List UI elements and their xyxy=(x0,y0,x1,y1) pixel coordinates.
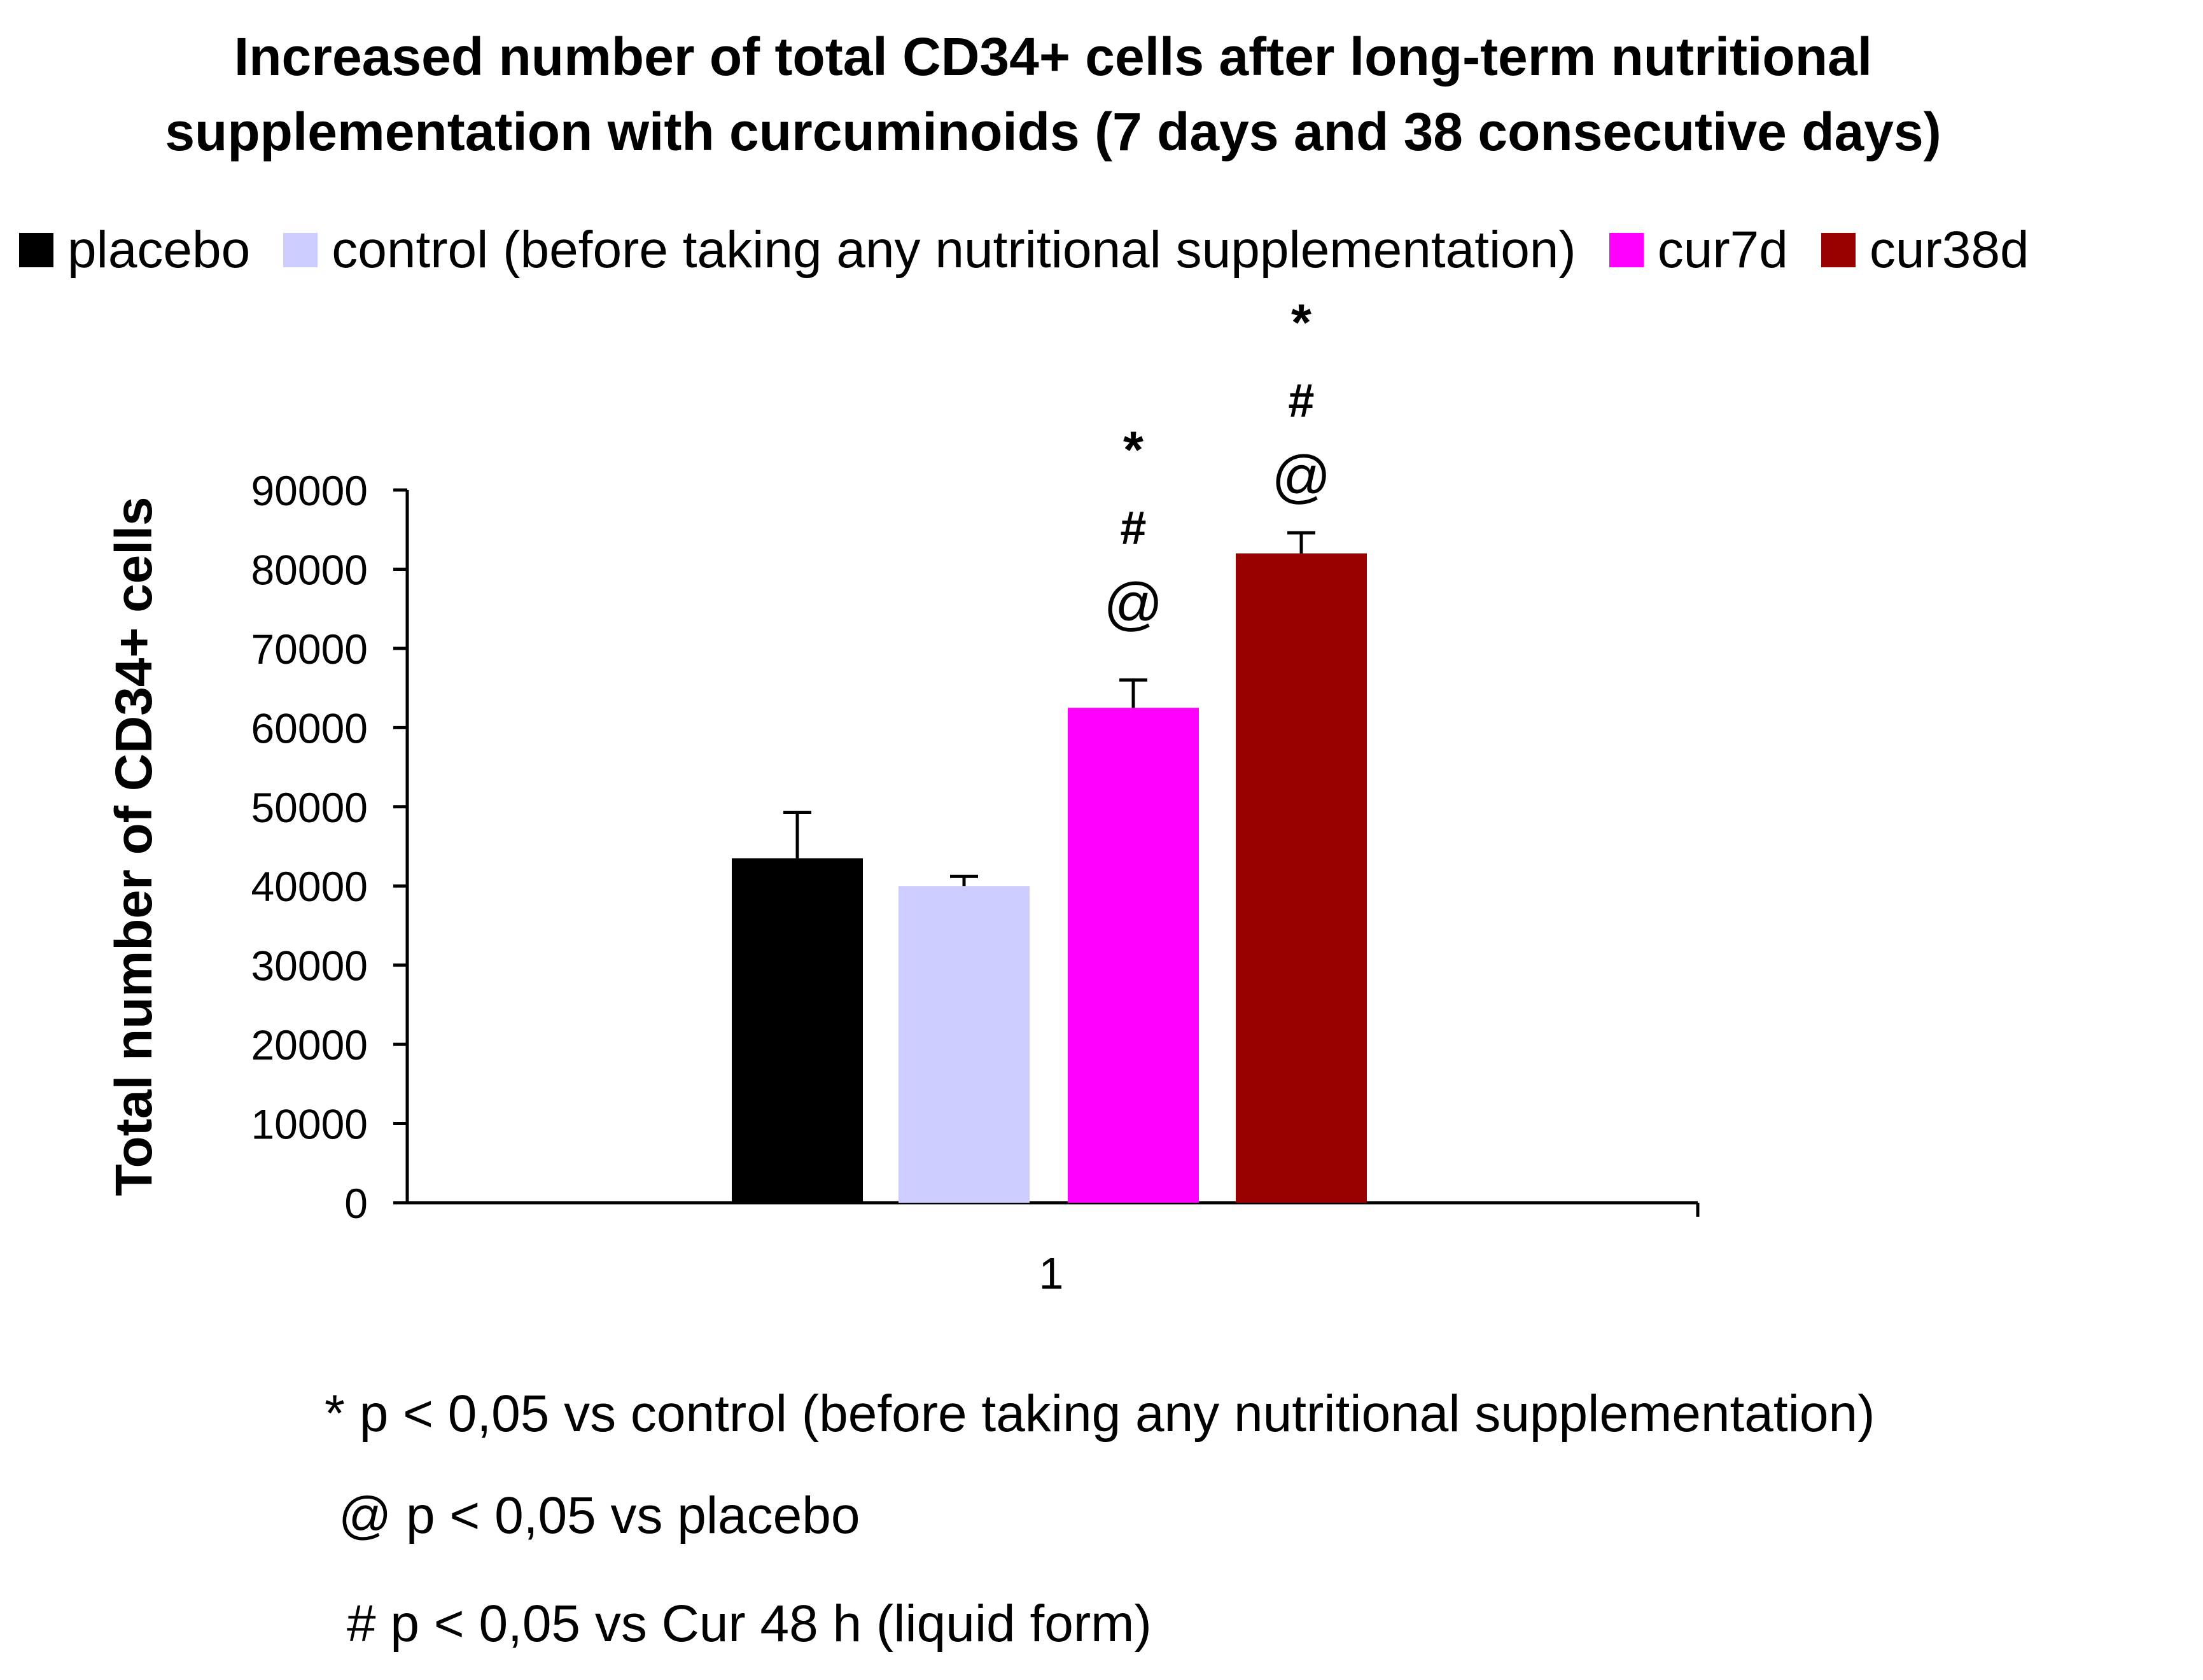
y-tick-label: 60000 xyxy=(251,704,368,752)
legend-item-control: control (before taking any nutritional s… xyxy=(283,220,1576,280)
footnote-at: @ p < 0,05 vs placebo xyxy=(339,1487,860,1544)
legend-swatch-placebo xyxy=(19,233,53,267)
bar-cur38d xyxy=(1236,553,1367,1203)
chart-legend: placebo control (before taking any nutri… xyxy=(19,215,2029,285)
significance-marker: @ xyxy=(1271,444,1331,509)
y-tick-label: 0 xyxy=(344,1180,368,1227)
footnote-hash: # p < 0,05 vs Cur 48 h (liquid form) xyxy=(347,1595,1152,1653)
significance-marker: * xyxy=(1123,421,1143,479)
legend-item-cur38d: cur38d xyxy=(1821,220,2029,280)
y-tick-label: 70000 xyxy=(251,626,368,673)
legend-swatch-cur7d xyxy=(1609,233,1644,267)
chart-title-line-1: Increased number of total CD34+ cells af… xyxy=(234,27,1873,87)
significance-marker: * xyxy=(1291,294,1311,352)
legend-label-control: control (before taking any nutritional s… xyxy=(332,221,1576,279)
chart-title-line-2: supplementation with curcuminoids (7 day… xyxy=(165,102,1941,162)
y-tick-label: 10000 xyxy=(251,1101,368,1148)
y-tick-label: 80000 xyxy=(251,546,368,593)
legend-label-cur7d: cur7d xyxy=(1657,221,1788,279)
y-tick-label: 90000 xyxy=(251,467,368,514)
legend-item-cur7d: cur7d xyxy=(1609,220,1788,280)
chart-title: Increased number of total CD34+ cells af… xyxy=(0,19,2106,169)
y-tick-label: 40000 xyxy=(251,863,368,910)
significance-marker: # xyxy=(1288,374,1314,427)
legend-label-placebo: placebo xyxy=(67,221,251,279)
legend-item-placebo: placebo xyxy=(19,220,250,280)
significance-marker: # xyxy=(1120,501,1146,554)
y-tick-label: 30000 xyxy=(251,942,368,990)
bar-control xyxy=(899,886,1030,1203)
x-category-label: 1 xyxy=(1039,1249,1064,1298)
legend-swatch-cur38d xyxy=(1821,233,1856,267)
bar-placebo xyxy=(732,858,863,1203)
y-axis-title: Total number of CD34+ cells xyxy=(105,497,163,1196)
legend-swatch-control xyxy=(283,233,318,267)
bar-cur7d xyxy=(1068,708,1199,1203)
legend-label-cur38d: cur38d xyxy=(1869,221,2029,279)
footnote-star: * p < 0,05 vs control (before taking any… xyxy=(325,1385,1875,1443)
y-tick-label: 50000 xyxy=(251,784,368,831)
significance-marker: @ xyxy=(1103,571,1163,636)
y-tick-label: 20000 xyxy=(251,1021,368,1068)
